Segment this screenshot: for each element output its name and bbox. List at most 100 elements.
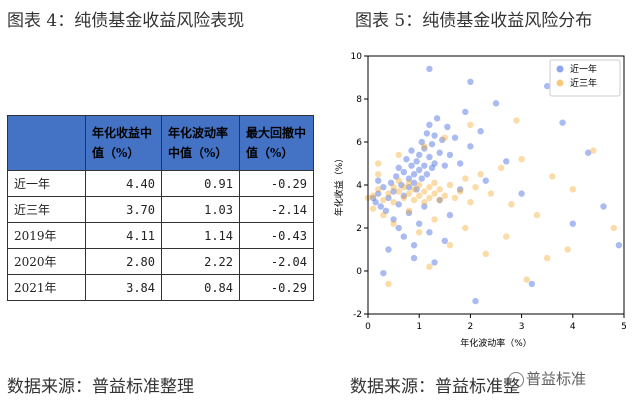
scatter-point <box>398 181 405 189</box>
scatter-point <box>416 151 423 159</box>
scatter-point <box>428 140 436 148</box>
left-figure-title: 图表 4：纯债基金收益风险表现 <box>7 11 245 31</box>
x-axis-label: 年化波动率（%） <box>460 337 532 349</box>
scatter-point <box>569 186 576 193</box>
scatter-point <box>410 179 418 187</box>
y-tick-label: 4 <box>356 181 362 191</box>
scatter-point <box>426 183 433 191</box>
scatter-point <box>426 153 433 161</box>
scatter-point <box>369 205 377 212</box>
x-tick-label: 4 <box>570 322 576 332</box>
scatter-point <box>615 242 623 249</box>
scatter-point <box>431 160 438 167</box>
scatter-point <box>410 171 418 178</box>
y-tick-label: 10 <box>351 52 363 62</box>
scatter-point <box>444 123 451 131</box>
scatter-point <box>439 136 446 144</box>
scatter-point <box>390 188 397 195</box>
row-label: 2020年 <box>7 248 86 275</box>
scatter-point <box>390 220 397 227</box>
scatter-point <box>508 201 515 208</box>
scatter-point <box>400 194 408 202</box>
x-tick-label: 5 <box>621 322 627 332</box>
table-cell: 0.91 <box>161 170 240 197</box>
x-tick-label: 2 <box>468 322 474 332</box>
scatter-point <box>408 162 415 169</box>
scatter-point <box>564 246 571 253</box>
scatter-point <box>395 188 402 195</box>
scatter-point <box>405 209 413 217</box>
scatter-point <box>433 115 441 122</box>
scatter-point <box>600 203 607 210</box>
scatter-point <box>400 168 408 176</box>
scatter-point <box>559 119 566 126</box>
scatter-point <box>462 108 469 116</box>
right-data-source: 数据来源：普益标准整 <box>350 377 520 397</box>
scatter-point <box>467 121 474 128</box>
scatter-point <box>518 156 525 163</box>
scatter-point <box>395 164 402 171</box>
scatter-point <box>456 186 464 193</box>
scatter-point <box>380 269 387 277</box>
y-tick-label: -2 <box>353 310 362 320</box>
scatter-point <box>467 78 474 85</box>
scatter-point <box>503 158 510 165</box>
scatter-point <box>426 229 433 236</box>
scatter-point <box>416 220 423 227</box>
table-row: 2019年 4.11 1.14 -0.43 <box>7 222 314 249</box>
scatter-point <box>423 171 431 178</box>
scatter-point <box>518 190 525 197</box>
scatter-point <box>390 216 397 223</box>
row-label: 2019年 <box>7 222 86 249</box>
table-cell: 4.40 <box>85 170 162 197</box>
table-cell: 2.80 <box>85 248 162 275</box>
scatter-point <box>482 250 489 257</box>
scatter-point <box>403 156 410 163</box>
scatter-point <box>436 186 443 193</box>
scatter-point <box>497 164 505 171</box>
scatter-point <box>477 128 484 135</box>
table-cell: 3.70 <box>85 196 162 223</box>
scatter-point <box>462 175 469 182</box>
scatter-point <box>428 164 436 171</box>
scatter-point <box>451 134 459 141</box>
scatter-point <box>456 160 464 167</box>
scatter-point <box>426 194 433 202</box>
scatter-point <box>387 179 395 187</box>
scatter-point <box>462 224 469 232</box>
scatter-point <box>456 188 464 195</box>
scatter-point <box>395 151 402 159</box>
scatter-point <box>436 196 443 204</box>
scatter-point <box>467 199 474 206</box>
scatter-point <box>408 147 415 154</box>
table-row: 2020年 2.80 2.22 -2.04 <box>7 248 314 275</box>
scatter-point <box>410 186 418 193</box>
scatter-point <box>487 190 495 197</box>
x-tick-label: 0 <box>365 322 371 332</box>
scatter-point <box>472 183 479 191</box>
legend-box <box>549 59 621 97</box>
scatter-point <box>416 229 423 236</box>
scatter-point <box>413 186 420 193</box>
table-row: 近一年 4.40 0.91 -0.29 <box>7 170 314 197</box>
scatter-point <box>544 82 551 90</box>
scatter-point <box>421 162 428 169</box>
scatter-point <box>400 233 408 240</box>
scatter-point <box>472 297 479 305</box>
scatter-point <box>413 158 420 165</box>
scatter-point <box>410 254 418 262</box>
scatter-point <box>533 211 541 219</box>
table-cell: 1.14 <box>161 222 240 249</box>
table-cell: 3.84 <box>85 274 162 301</box>
scatter-point <box>523 276 530 283</box>
row-label: 近三年 <box>7 196 86 223</box>
y-tick-label: 8 <box>356 95 362 105</box>
scatter-point <box>418 175 425 182</box>
scatter-point <box>392 173 400 180</box>
watermark: 普益标准 <box>508 368 586 389</box>
scatter-point <box>385 194 392 202</box>
scatter-point <box>431 190 438 197</box>
scatter-point <box>426 65 433 73</box>
scatter-point <box>405 179 413 187</box>
